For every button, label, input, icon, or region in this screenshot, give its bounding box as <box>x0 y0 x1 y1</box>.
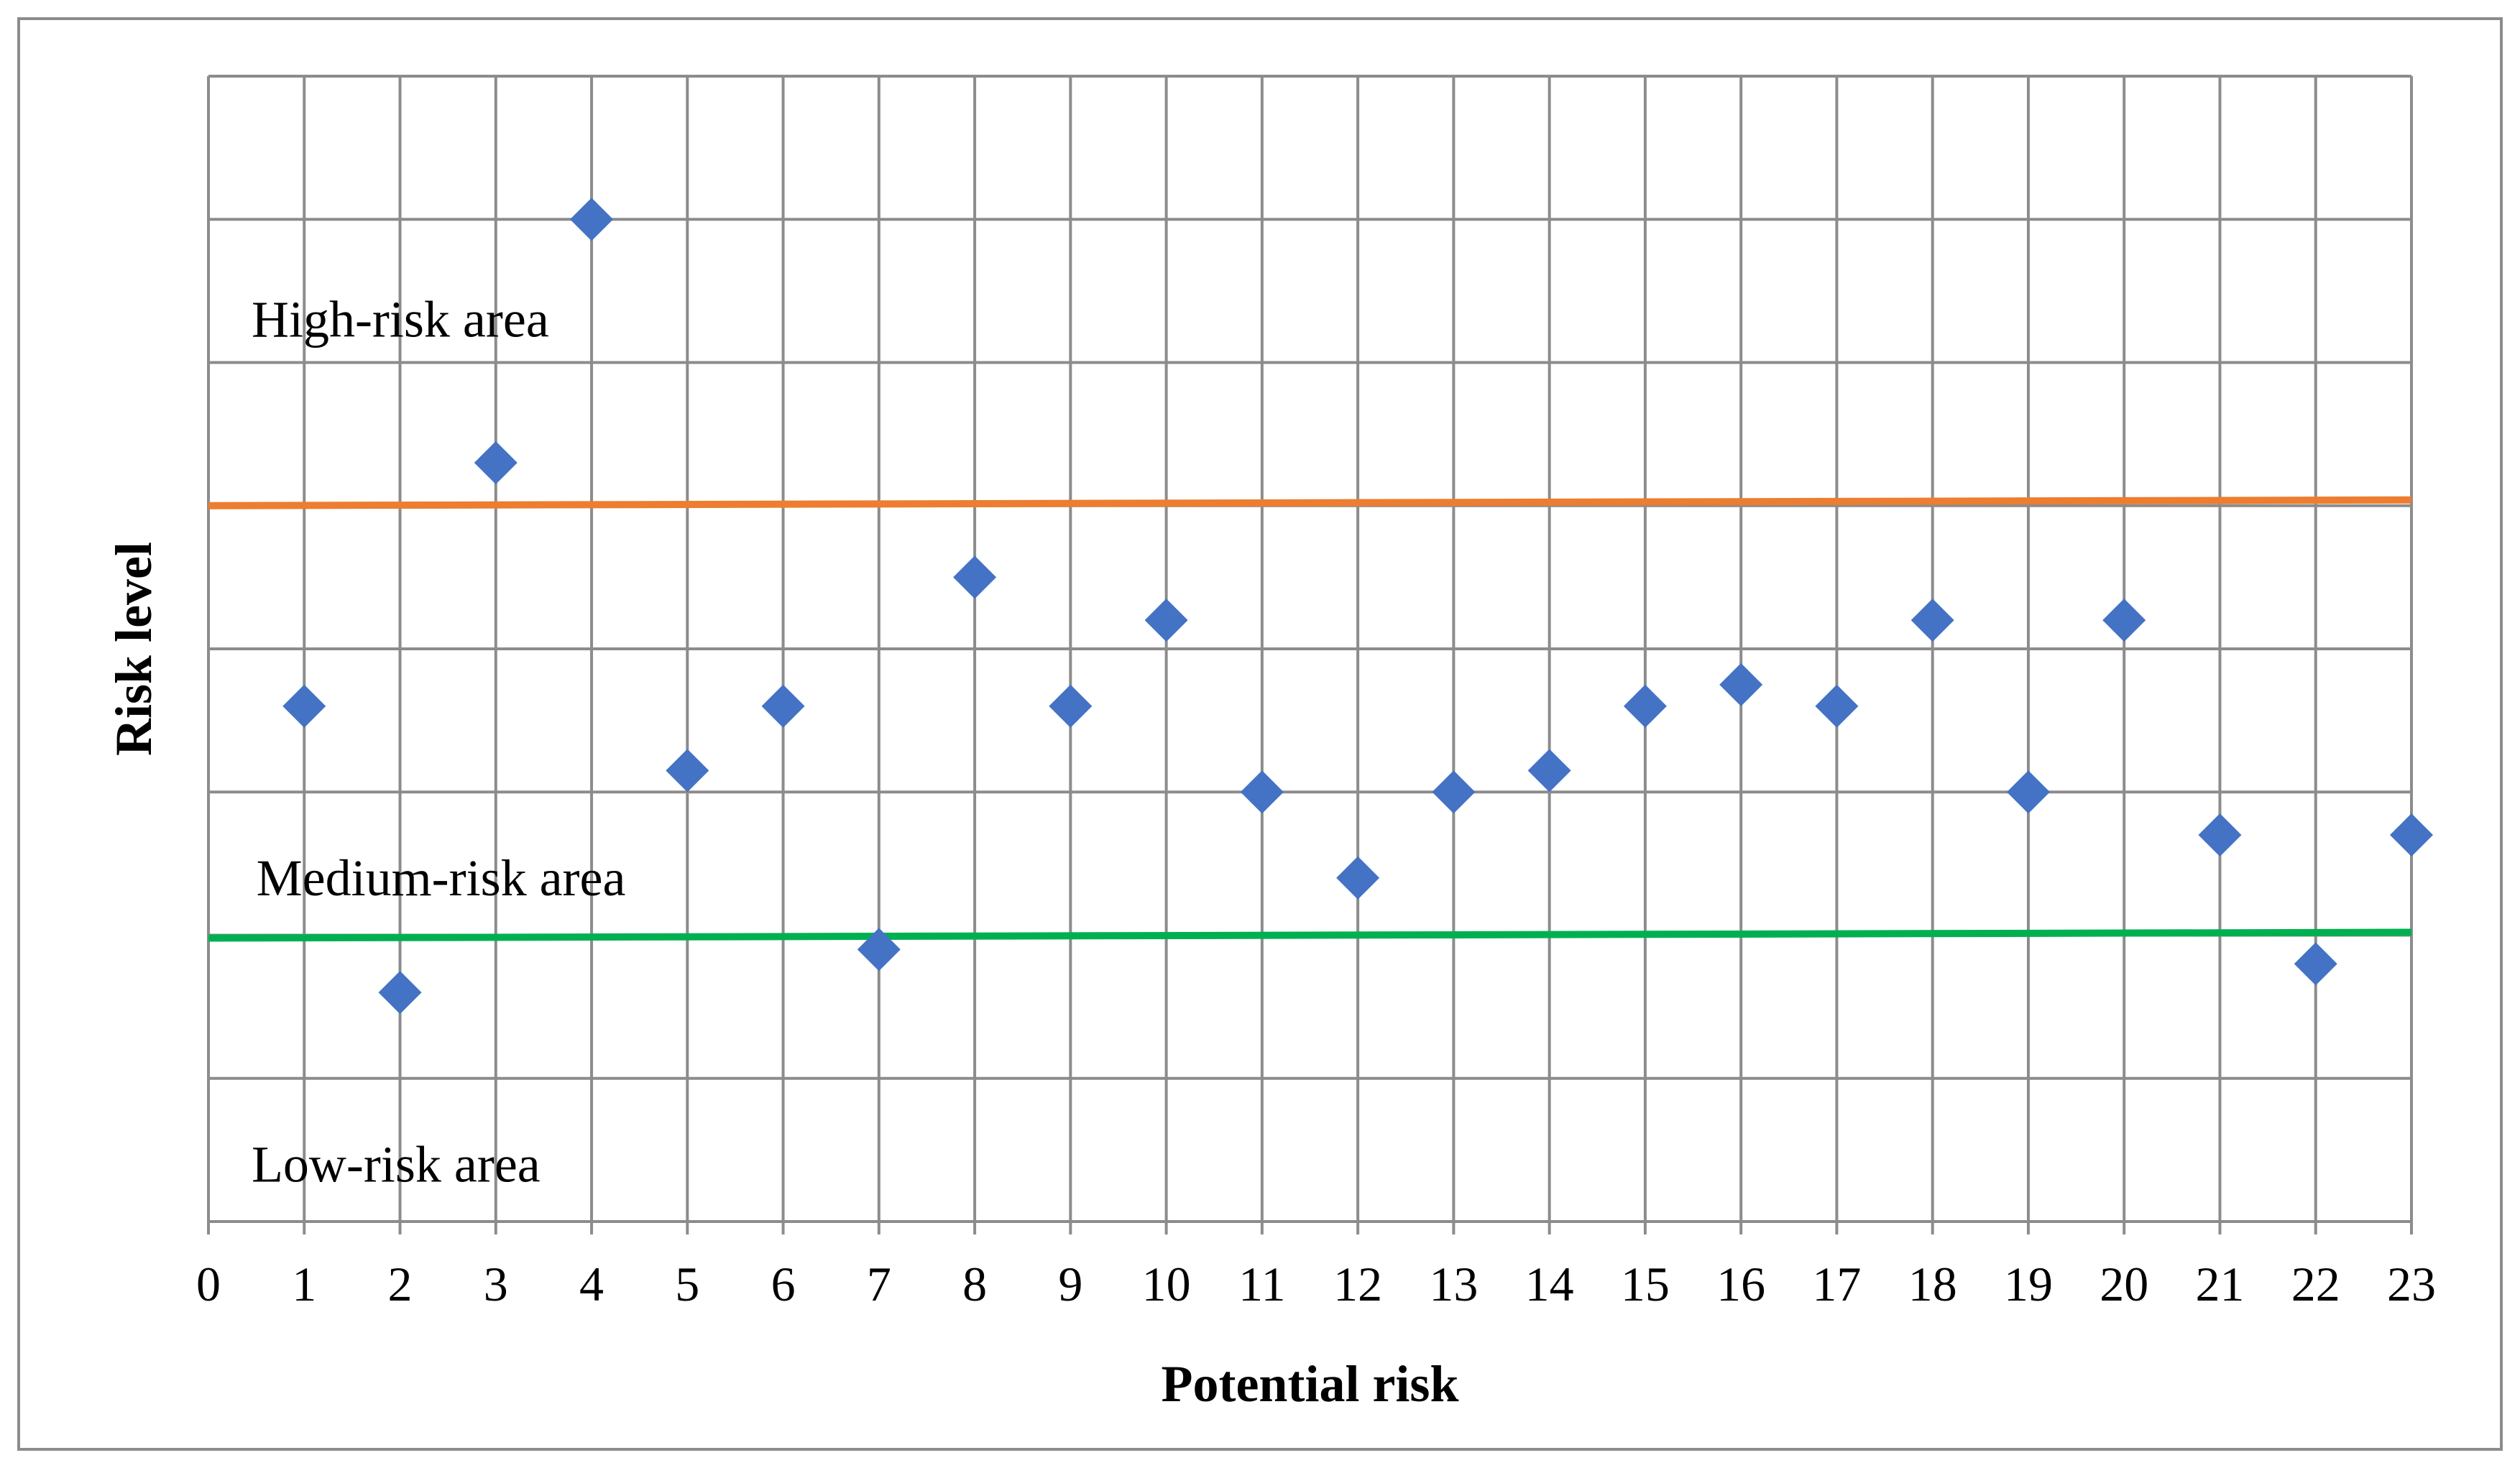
grid-layer <box>207 75 2413 1234</box>
data-point <box>1910 599 1954 642</box>
data-point <box>761 684 805 728</box>
x-tick-label: 18 <box>1908 1257 1957 1311</box>
data-point <box>2198 813 2242 857</box>
data-point <box>1719 663 1763 706</box>
x-tick-label: 1 <box>292 1257 316 1311</box>
data-point <box>2390 813 2433 857</box>
data-point <box>378 971 422 1015</box>
data-point <box>1336 856 1380 900</box>
threshold-line-high <box>208 496 2412 509</box>
x-tick-label: 16 <box>1716 1257 1765 1311</box>
annotation-layer: High-risk area Medium-risk area Low-risk a… <box>252 291 625 1194</box>
x-tick-label: 14 <box>1525 1257 1574 1311</box>
x-tick-label: 8 <box>962 1257 987 1311</box>
data-point <box>282 684 326 728</box>
x-tick-label: 21 <box>2195 1257 2244 1311</box>
data-point <box>1815 684 1859 728</box>
area-label: Medium-risk area <box>257 849 626 907</box>
data-point <box>857 928 901 971</box>
x-tick-label: 6 <box>771 1257 796 1311</box>
x-tick-label: 23 <box>2387 1257 2436 1311</box>
x-tick-label: 19 <box>2004 1257 2053 1311</box>
chart-frame <box>17 17 2503 1451</box>
data-point <box>1049 684 1093 728</box>
threshold-line-medium <box>208 928 2412 942</box>
data-point <box>570 198 614 241</box>
x-tick-label: 15 <box>1621 1257 1670 1311</box>
threshold-layer <box>208 496 2412 942</box>
data-point <box>666 749 709 793</box>
x-tick-label: 5 <box>675 1257 699 1311</box>
data-point <box>1240 770 1284 814</box>
y-axis-title: Risk level <box>105 542 162 756</box>
data-point <box>1527 749 1571 793</box>
x-tick-label: 4 <box>579 1257 604 1311</box>
data-point <box>474 440 518 484</box>
x-tick-label: 20 <box>2100 1257 2148 1311</box>
data-point <box>1432 770 1476 814</box>
data-point <box>953 555 997 599</box>
x-tick-label: 10 <box>1142 1257 1191 1311</box>
data-point <box>1623 684 1667 728</box>
x-tick-label: 13 <box>1429 1257 1478 1311</box>
x-tick-label: 12 <box>1333 1257 1382 1311</box>
x-tick-label: 9 <box>1058 1257 1082 1311</box>
area-label: Low-risk area <box>252 1135 541 1193</box>
x-tick-label: 7 <box>867 1257 891 1311</box>
point-layer <box>282 198 2433 1015</box>
x-tick-label: 0 <box>196 1257 221 1311</box>
x-axis-title: Potential risk <box>1162 1355 1459 1413</box>
x-tick-label: 3 <box>484 1257 508 1311</box>
tick-layer: 0 1 2 3 4 5 6 7 8 9 10 11 12 13 14 15 16 17 18 19 20 21 22 23 <box>196 1257 2436 1311</box>
data-point <box>1144 599 1188 642</box>
data-point <box>2294 942 2337 986</box>
x-tick-label: 11 <box>1238 1257 1285 1311</box>
x-tick-label: 2 <box>388 1257 413 1311</box>
x-tick-label: 17 <box>1812 1257 1861 1311</box>
area-label: High-risk area <box>252 291 549 348</box>
data-point <box>2006 770 2050 814</box>
x-tick-label: 22 <box>2291 1257 2340 1311</box>
data-point <box>2102 599 2146 642</box>
